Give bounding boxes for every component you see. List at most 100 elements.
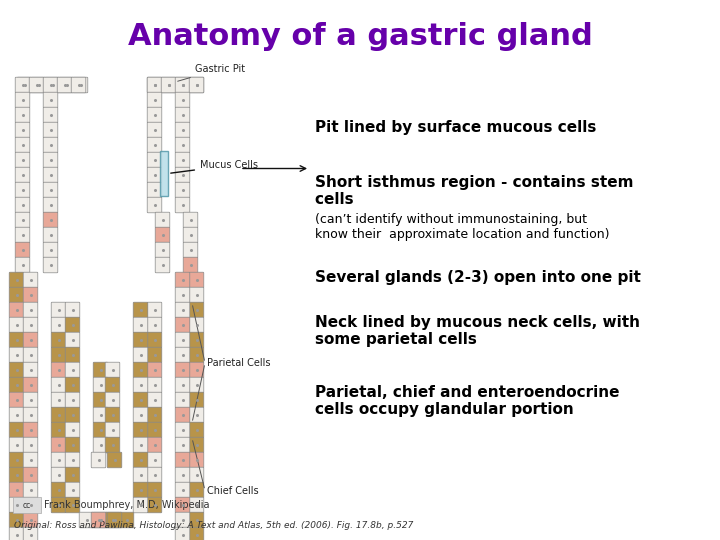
Text: Frank Boumphrey, M.D, Wikipedia: Frank Boumphrey, M.D, Wikipedia <box>44 500 210 510</box>
FancyBboxPatch shape <box>51 467 66 483</box>
FancyBboxPatch shape <box>23 377 37 393</box>
FancyBboxPatch shape <box>66 452 80 468</box>
FancyBboxPatch shape <box>189 467 204 483</box>
FancyBboxPatch shape <box>133 497 148 513</box>
FancyBboxPatch shape <box>189 77 204 93</box>
FancyBboxPatch shape <box>105 407 120 423</box>
FancyBboxPatch shape <box>175 137 190 153</box>
FancyBboxPatch shape <box>66 362 80 378</box>
FancyBboxPatch shape <box>147 332 162 348</box>
FancyBboxPatch shape <box>79 512 94 528</box>
FancyBboxPatch shape <box>51 392 66 408</box>
FancyBboxPatch shape <box>71 77 86 93</box>
FancyBboxPatch shape <box>189 497 204 513</box>
FancyBboxPatch shape <box>9 497 24 513</box>
Text: (can’t identify without immunostaining, but
know their  approximate location and: (can’t identify without immunostaining, … <box>315 213 610 241</box>
FancyBboxPatch shape <box>147 302 162 318</box>
FancyBboxPatch shape <box>43 122 58 138</box>
FancyBboxPatch shape <box>43 92 58 108</box>
FancyBboxPatch shape <box>175 527 190 540</box>
FancyBboxPatch shape <box>93 407 108 423</box>
FancyBboxPatch shape <box>43 182 58 198</box>
FancyBboxPatch shape <box>23 512 37 528</box>
FancyBboxPatch shape <box>175 512 190 528</box>
FancyBboxPatch shape <box>175 77 190 93</box>
FancyBboxPatch shape <box>189 452 204 468</box>
FancyBboxPatch shape <box>160 151 168 196</box>
FancyBboxPatch shape <box>9 302 24 318</box>
FancyBboxPatch shape <box>43 152 58 168</box>
FancyBboxPatch shape <box>175 407 190 423</box>
FancyBboxPatch shape <box>9 377 24 393</box>
FancyBboxPatch shape <box>189 527 204 540</box>
FancyBboxPatch shape <box>189 332 204 348</box>
FancyBboxPatch shape <box>23 317 37 333</box>
FancyBboxPatch shape <box>66 377 80 393</box>
FancyBboxPatch shape <box>133 332 148 348</box>
FancyBboxPatch shape <box>9 527 24 540</box>
FancyBboxPatch shape <box>189 392 204 408</box>
FancyBboxPatch shape <box>23 392 37 408</box>
FancyBboxPatch shape <box>17 77 32 93</box>
FancyBboxPatch shape <box>175 77 190 93</box>
FancyBboxPatch shape <box>175 197 190 213</box>
FancyBboxPatch shape <box>189 512 204 528</box>
FancyBboxPatch shape <box>189 407 204 423</box>
FancyBboxPatch shape <box>147 137 162 153</box>
FancyBboxPatch shape <box>133 302 148 318</box>
FancyBboxPatch shape <box>91 452 106 468</box>
FancyBboxPatch shape <box>175 92 190 108</box>
FancyBboxPatch shape <box>133 362 148 378</box>
FancyBboxPatch shape <box>23 452 37 468</box>
Text: Gastric Pit: Gastric Pit <box>178 64 245 81</box>
Text: Several glands (2-3) open into one pit: Several glands (2-3) open into one pit <box>315 270 641 285</box>
Text: Neck lined by mucous neck cells, with
some parietal cells: Neck lined by mucous neck cells, with so… <box>315 315 640 347</box>
FancyBboxPatch shape <box>57 77 72 93</box>
FancyBboxPatch shape <box>43 137 58 153</box>
FancyBboxPatch shape <box>45 77 60 93</box>
FancyBboxPatch shape <box>9 512 24 528</box>
FancyBboxPatch shape <box>133 452 148 468</box>
FancyBboxPatch shape <box>107 452 122 468</box>
Text: Pit lined by surface mucous cells: Pit lined by surface mucous cells <box>315 120 596 135</box>
FancyBboxPatch shape <box>43 227 58 243</box>
FancyBboxPatch shape <box>43 77 58 93</box>
FancyBboxPatch shape <box>147 362 162 378</box>
FancyBboxPatch shape <box>133 437 148 453</box>
FancyBboxPatch shape <box>23 482 37 498</box>
FancyBboxPatch shape <box>133 347 148 363</box>
FancyBboxPatch shape <box>9 452 24 468</box>
FancyBboxPatch shape <box>15 122 30 138</box>
Text: Mucus Cells: Mucus Cells <box>171 160 258 173</box>
FancyBboxPatch shape <box>66 482 80 498</box>
FancyBboxPatch shape <box>147 452 162 468</box>
FancyBboxPatch shape <box>175 452 190 468</box>
FancyBboxPatch shape <box>66 302 80 318</box>
FancyBboxPatch shape <box>15 152 30 168</box>
FancyBboxPatch shape <box>9 272 24 288</box>
FancyBboxPatch shape <box>23 497 37 513</box>
FancyBboxPatch shape <box>120 512 134 528</box>
FancyBboxPatch shape <box>66 347 80 363</box>
FancyBboxPatch shape <box>175 182 190 198</box>
FancyBboxPatch shape <box>93 362 108 378</box>
FancyBboxPatch shape <box>175 377 190 393</box>
FancyBboxPatch shape <box>147 197 162 213</box>
FancyBboxPatch shape <box>51 452 66 468</box>
FancyBboxPatch shape <box>23 527 37 540</box>
FancyBboxPatch shape <box>183 212 198 228</box>
FancyBboxPatch shape <box>133 377 148 393</box>
FancyBboxPatch shape <box>9 392 24 408</box>
FancyBboxPatch shape <box>9 467 24 483</box>
FancyBboxPatch shape <box>93 422 108 438</box>
FancyBboxPatch shape <box>147 122 162 138</box>
FancyBboxPatch shape <box>23 347 37 363</box>
FancyBboxPatch shape <box>9 317 24 333</box>
FancyBboxPatch shape <box>66 422 80 438</box>
FancyBboxPatch shape <box>105 392 120 408</box>
FancyBboxPatch shape <box>175 167 190 183</box>
FancyBboxPatch shape <box>147 182 162 198</box>
FancyBboxPatch shape <box>15 107 30 123</box>
FancyBboxPatch shape <box>23 407 37 423</box>
FancyBboxPatch shape <box>156 257 170 273</box>
